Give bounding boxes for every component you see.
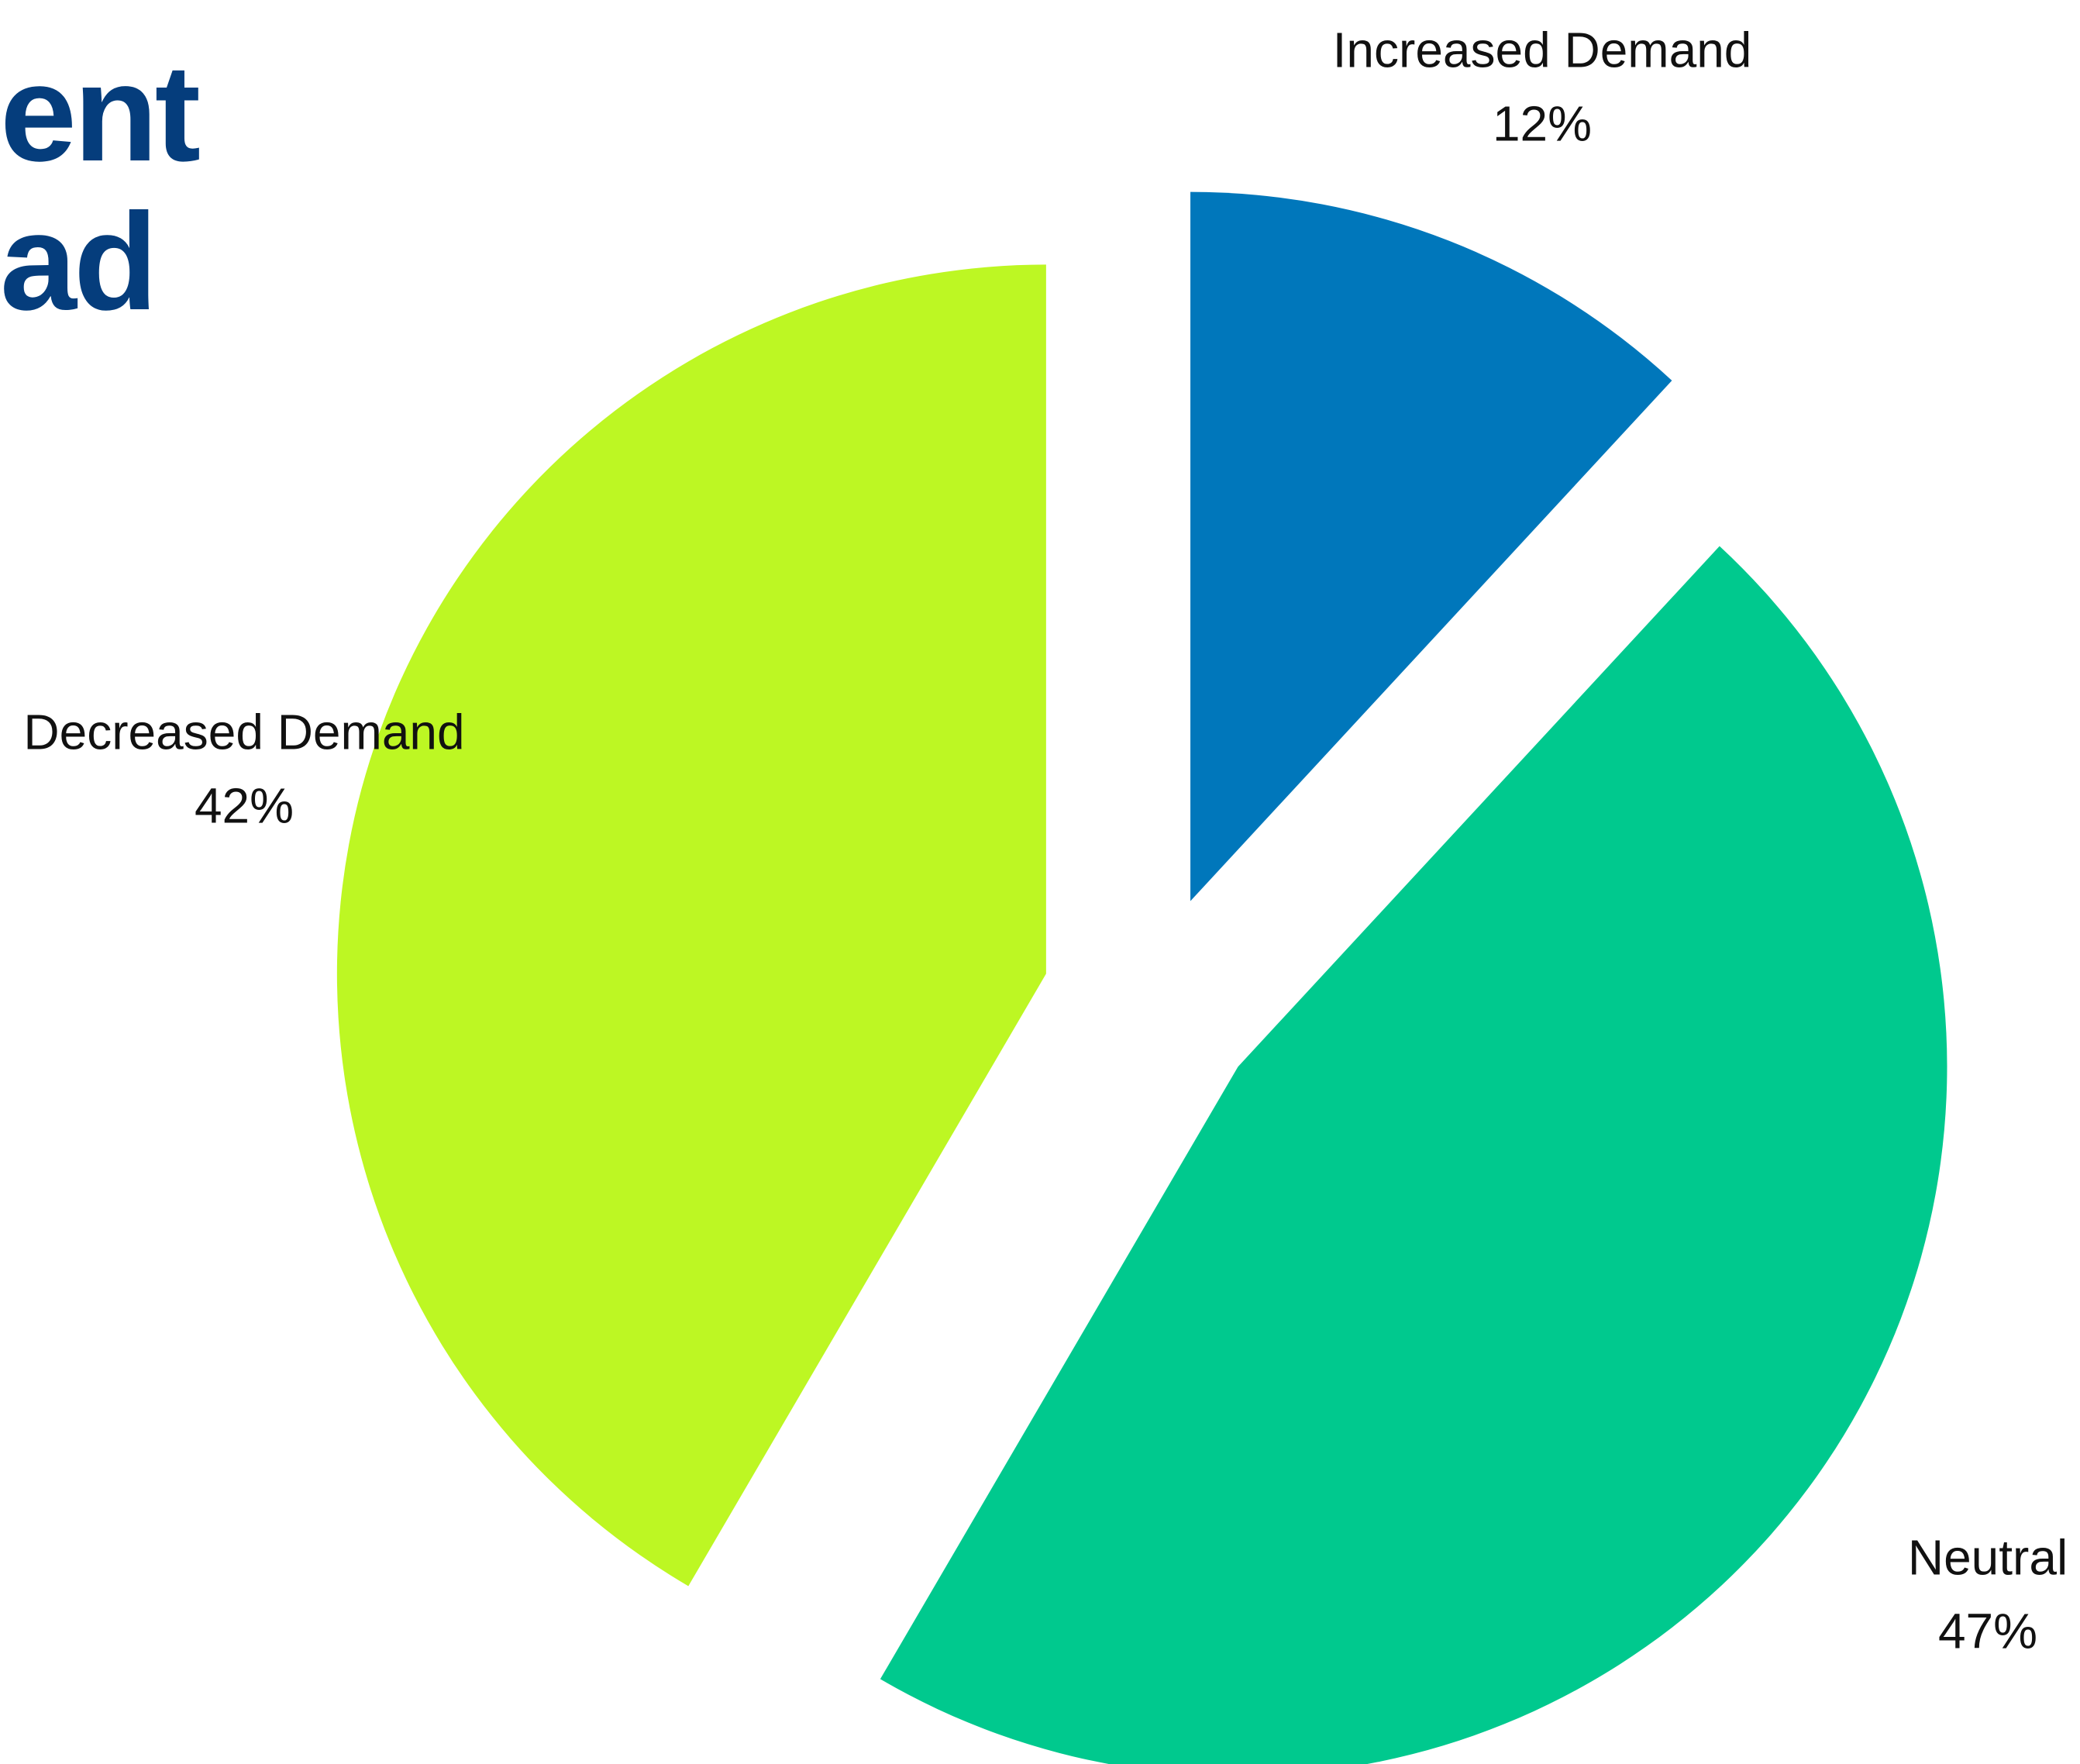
slice-label-decreased-demand: Decreased Demand (23, 704, 464, 760)
title-line-1: ent (0, 36, 201, 190)
slice-value-increased-demand: 12% (1493, 95, 1592, 151)
pie-slice-increased-demand (1190, 191, 1672, 901)
slice-label-increased-demand: Increased Demand (1333, 22, 1752, 78)
pie-slice-neutral (880, 546, 1947, 1764)
slice-value-neutral: 47% (1938, 1603, 2037, 1659)
title-line-2: ad (0, 184, 158, 339)
slice-label-neutral: Neutral (1908, 1529, 2068, 1585)
pie-slice-decreased-demand (336, 264, 1046, 1587)
slice-value-decreased-demand: 42% (195, 777, 294, 833)
chart-title-fragment: ent ad (0, 36, 201, 339)
